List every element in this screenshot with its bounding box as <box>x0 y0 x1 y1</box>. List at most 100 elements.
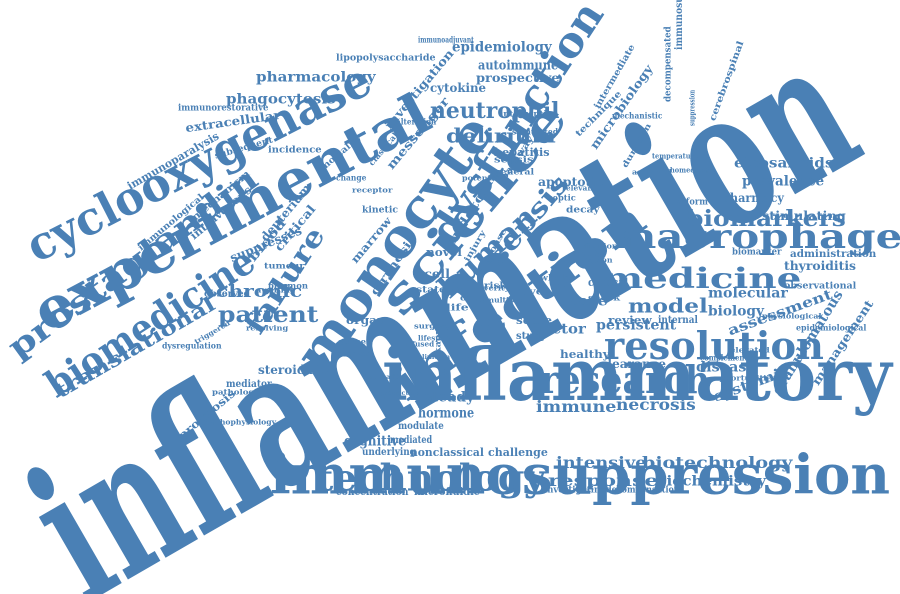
cloud-word: underlying <box>362 446 416 458</box>
cloud-word: immune <box>536 396 617 416</box>
cloud-word: modulate <box>398 420 444 432</box>
cloud-word: resolution <box>604 322 824 368</box>
cloud-word: research <box>540 356 711 402</box>
cloud-word: homeostasis <box>670 165 716 175</box>
cloud-word: state <box>416 285 446 296</box>
cloud-word: hormone <box>418 405 475 422</box>
cloud-word: elevated <box>730 345 770 355</box>
cloud-word: autoimmune <box>478 58 559 74</box>
cloud-word: delirium <box>446 123 556 148</box>
cloud-word: sepsis <box>494 155 534 166</box>
cloud-word: response <box>548 470 659 490</box>
cloud-word: persistent <box>596 317 677 334</box>
cloud-word: biomarker <box>732 247 782 258</box>
cloud-word: decompensated <box>663 26 674 102</box>
cloud-word: relevant <box>562 183 597 193</box>
cloud-word: kinetic <box>362 205 398 216</box>
cloud-word: model <box>628 293 708 318</box>
cloud-word: temperature <box>652 151 699 161</box>
cloud-word: mediated <box>390 434 433 446</box>
cloud-word: disease <box>696 359 756 376</box>
cloud-word: general <box>494 166 535 177</box>
cloud-word: marker <box>338 348 370 359</box>
cloud-word: cell <box>424 267 451 282</box>
cloud-word: internal <box>658 314 698 326</box>
cloud-word: macrophage <box>612 217 900 258</box>
cloud-word: complementary <box>700 352 760 363</box>
cloud-word: alteration <box>396 116 437 127</box>
cloud-word: inflammatory <box>382 331 892 417</box>
cloud-word: steroidal <box>258 363 318 378</box>
cloud-word: epidemiology <box>452 39 552 56</box>
cloud-word: decompensation <box>606 485 680 496</box>
cloud-word: intervention <box>500 108 559 119</box>
cloud-word: clinician <box>418 354 451 362</box>
cloud-word: immunoadjuvant <box>418 34 474 45</box>
cloud-word: implication <box>364 374 405 382</box>
cloud-word: necrosis <box>616 394 696 414</box>
cloud-word: molecular <box>708 285 788 302</box>
cloud-word: clearance <box>600 357 667 372</box>
cloud-word: potential <box>462 173 503 183</box>
cloud-word: life <box>446 303 469 314</box>
cloud-word: steady <box>424 389 475 406</box>
cloud-word: lifespan <box>418 333 451 343</box>
cloud-word: whole <box>540 272 571 283</box>
cloud-word: definition <box>574 241 618 251</box>
cloud-word: platform <box>668 197 708 208</box>
cloud-word: physiological <box>762 311 822 321</box>
cloud-word: septic <box>548 192 576 203</box>
cloud-word: technology <box>316 457 546 500</box>
cloud-word: resolving <box>246 323 289 333</box>
cloud-word: immunorestorative <box>178 103 269 114</box>
cloud-word: epidemiological <box>796 322 867 333</box>
cloud-word: cognitive <box>344 433 406 450</box>
cloud-word: pharmacology <box>256 69 376 86</box>
cloud-word: risk <box>484 281 507 292</box>
cloud-word: secretion <box>572 255 613 265</box>
cloud-word: suppression <box>687 89 697 126</box>
cloud-word: intensive <box>556 452 647 472</box>
cloud-word: medicine <box>602 262 802 296</box>
cloud-word: awaiting <box>256 285 296 295</box>
cloud-word: investigating <box>544 485 607 496</box>
cloud-word: surgery <box>414 321 450 331</box>
cloud-word: severity <box>474 283 510 293</box>
cloud-word: activated <box>632 167 672 177</box>
cloud-word: review <box>608 313 652 327</box>
cloud-word: administration <box>790 248 877 260</box>
cloud-word: production <box>380 390 420 398</box>
cloud-word: opportunities <box>714 373 777 383</box>
cloud-word: stimulating <box>762 209 846 224</box>
cloud-word: challenge <box>488 445 548 459</box>
cloud-word: clinical <box>588 275 629 289</box>
cloud-word: prospective <box>476 71 560 86</box>
cloud-word: cytokine <box>430 81 487 96</box>
cloud-word: neutrophil <box>430 97 560 124</box>
cloud-word: illness <box>574 249 605 259</box>
cloud-word: factor <box>536 321 586 338</box>
cloud-word: mechanistic <box>612 110 663 121</box>
cloud-word: immunosuppression <box>270 442 891 507</box>
cloud-word: plasmon <box>268 280 308 291</box>
cloud-word: study <box>516 330 547 342</box>
cloud-word: biotechnology <box>642 452 793 472</box>
cloud-word: pharmacy <box>722 191 784 206</box>
cloud-word: change <box>336 172 367 183</box>
cloud-word: patient <box>218 301 319 328</box>
cloud-word: tumour <box>264 260 305 271</box>
cloud-word: mediator <box>226 378 272 390</box>
cloud-word: incidence <box>268 145 322 156</box>
cloud-word: receptor <box>352 185 393 195</box>
cloud-word: subset <box>338 336 371 347</box>
cloud-word: care <box>568 293 608 310</box>
cloud-word: stimulated <box>512 126 559 137</box>
cloud-word: thyroiditis <box>784 259 856 274</box>
cloud-word: multiple <box>486 295 523 305</box>
cloud-word: hepatitis <box>494 145 550 159</box>
cloud-word: liver <box>520 287 550 298</box>
cloud-word: pathological <box>212 387 272 397</box>
cloud-word: score <box>516 313 553 327</box>
cloud-word: concentration <box>336 486 409 498</box>
